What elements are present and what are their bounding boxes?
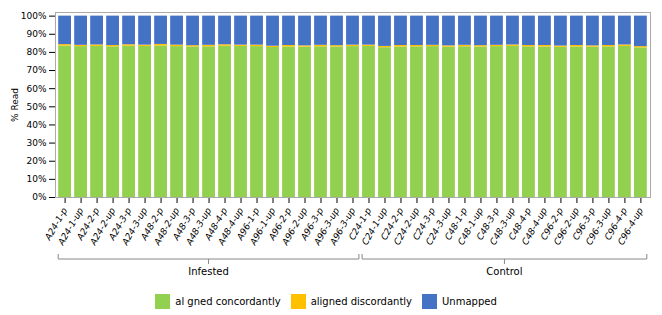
svg-text:30%: 30% xyxy=(26,138,46,148)
svg-text:A24-1-p: A24-1-p xyxy=(42,205,70,242)
svg-text:80%: 80% xyxy=(26,47,46,57)
svg-text:90%: 90% xyxy=(26,29,46,39)
svg-text:10%: 10% xyxy=(26,174,46,184)
svg-text:A48-3-up: A48-3-up xyxy=(184,205,214,247)
svg-text:C24-2-p: C24-2-p xyxy=(378,205,406,242)
html-text:Unmapped: Unmapped xyxy=(442,296,497,307)
svg-text:C96-4-up: C96-4-up xyxy=(616,206,645,247)
svg-text:C96-3-p: C96-3-p xyxy=(570,205,598,242)
svg-text:Infested: Infested xyxy=(188,266,229,277)
svg-text:A24-2-p: A24-2-p xyxy=(74,205,102,242)
svg-text:C96-2-p: C96-2-p xyxy=(538,205,566,242)
svg-text:40%: 40% xyxy=(26,120,46,130)
svg-text:70%: 70% xyxy=(26,65,46,75)
svg-text:A24-3-up: A24-3-up xyxy=(120,205,150,247)
svg-text:C24-1-up: C24-1-up xyxy=(359,205,390,247)
svg-text:A96-3-up: A96-3-up xyxy=(311,205,342,247)
svg-text:C48-1-p: C48-1-p xyxy=(442,205,470,242)
svg-text:C24-3-p: C24-3-p xyxy=(410,205,438,242)
svg-text:0%: 0% xyxy=(32,192,47,202)
svg-text:A96-1-p: A96-1-p xyxy=(234,205,262,242)
svg-text:C48-4-p: C48-4-p xyxy=(506,205,534,242)
svg-text:A48-2-p: A48-2-p xyxy=(138,205,166,242)
svg-text:C48-3-p: C48-3-p xyxy=(474,205,502,242)
svg-text:C48-1-up: C48-1-up xyxy=(455,205,486,247)
svg-text:% Read: % Read xyxy=(10,88,20,122)
svg-text:A96-3-p: A96-3-p xyxy=(298,205,326,242)
svg-text:A96-2-p: A96-2-p xyxy=(266,205,294,242)
svg-text:C24-2-up: C24-2-up xyxy=(391,205,422,247)
svg-text:A96-1-up: A96-1-up xyxy=(248,205,278,247)
svg-text:A48-2-up: A48-2-up xyxy=(152,205,182,247)
svg-text:C48-4-up: C48-4-up xyxy=(519,205,550,247)
svg-text:A24-2-up: A24-2-up xyxy=(88,205,118,247)
svg-text:Control: Control xyxy=(486,266,522,277)
svg-text:100%: 100% xyxy=(21,11,47,21)
svg-text:C24-3-up: C24-3-up xyxy=(423,205,454,247)
svg-text:A48-3-p: A48-3-p xyxy=(170,205,198,242)
svg-text:C96-3-up: C96-3-up xyxy=(583,205,614,247)
html-text:aligned discordantly: aligned discordantly xyxy=(310,296,412,307)
svg-text:A48-4-up: A48-4-up xyxy=(216,205,246,247)
svg-text:C48-3-up: C48-3-up xyxy=(487,205,518,247)
svg-text:A96-3-up: A96-3-up xyxy=(327,205,358,247)
svg-text:20%: 20% xyxy=(26,156,46,166)
svg-text:A24-1-up: A24-1-up xyxy=(56,205,86,247)
svg-text:C24-1-p: C24-1-p xyxy=(346,205,374,242)
svg-text:C96-4-p: C96-4-p xyxy=(602,205,630,242)
svg-text:A96-2-up: A96-2-up xyxy=(280,205,310,247)
svg-text:A24-3-p: A24-3-p xyxy=(106,205,134,242)
svg-text:C96-2-up: C96-2-up xyxy=(551,205,582,247)
svg-text:A48-4-p: A48-4-p xyxy=(202,205,230,242)
html-text:al gned concordantly: al gned concordantly xyxy=(175,296,281,307)
svg-text:60%: 60% xyxy=(26,84,46,94)
svg-text:50%: 50% xyxy=(26,102,46,112)
